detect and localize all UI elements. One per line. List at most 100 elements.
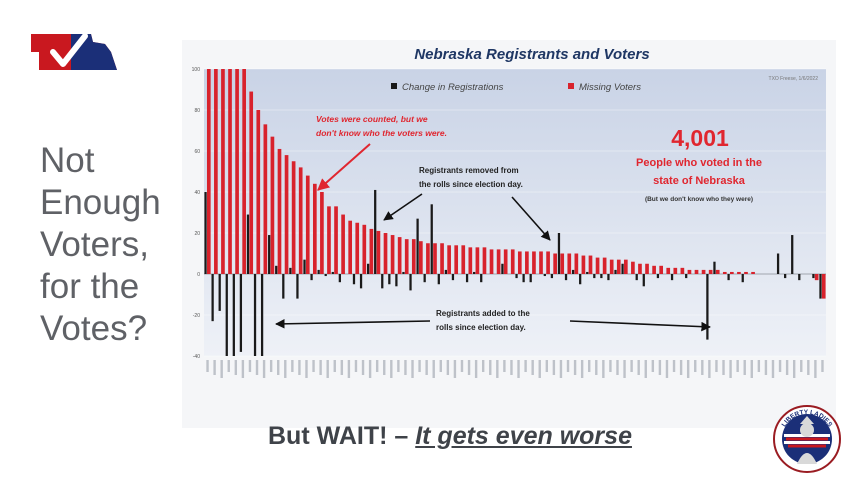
x-category-tick [686,360,690,378]
missing-voters-bar [532,251,536,274]
change-registrations-bar [246,214,250,274]
side-title-line: Enough [40,183,161,222]
x-category-tick [708,360,711,378]
x-category-tick [425,360,428,375]
change-registrations-bar [289,267,292,274]
change-registrations-bar [642,274,645,287]
x-category-tick [531,360,534,375]
x-category-tick [665,360,669,378]
x-category-tick [206,360,209,372]
missing-voters-bar [369,228,374,274]
x-category-tick [291,360,294,372]
x-category-tick [368,360,372,378]
change-registrations-bar [812,274,815,279]
x-category-tick [375,360,379,372]
x-category-tick [616,360,619,375]
x-category-tick [552,360,556,375]
change-registrations-bar [317,269,320,274]
x-category-tick [269,360,273,372]
missing-voters-bar [701,269,706,274]
x-category-tick [672,360,676,372]
change-registrations-bar [204,192,207,274]
legend-label-change: Change in Registrations [402,82,504,93]
change-registrations-bar [614,269,617,274]
missing-voters-bar [730,271,734,274]
x-category-tick [354,360,358,372]
change-registrations-bar [303,259,306,274]
source-tag: TXO Freese, 1/6/2022 [769,76,819,82]
votes-note-arrow [317,143,371,191]
missing-voters-bar [235,69,239,274]
missing-voters-bar [631,261,635,274]
x-category-tick [566,360,570,372]
x-category-tick [319,360,322,375]
x-category-tick [312,360,315,372]
change-registrations-bar [211,274,214,322]
missing-voters-bar [673,267,678,274]
x-category-tick [439,360,442,372]
x-category-tick [305,360,308,378]
x-category-tick [771,360,775,378]
missing-voters-bar [348,220,353,274]
x-category-tick [814,360,817,378]
change-registrations-bar [444,269,448,274]
x-category-tick [510,360,513,375]
missing-voters-bar [447,245,451,274]
x-category-tick [821,360,824,372]
missing-voters-bar [814,274,819,281]
x-category-tick [411,360,414,378]
y-tick-label: -40 [193,354,200,360]
side-title-line: Votes? [40,309,148,348]
change-registrations-bar [791,235,794,274]
change-registrations-bar [501,263,504,274]
change-registrations-bar [430,204,433,274]
x-category-tick [503,360,506,372]
missing-voters-bar [383,233,388,274]
change-registrations-bar [543,274,546,277]
x-category-tick [524,360,527,372]
missing-voters-bar [362,224,367,274]
missing-voters-bar [687,269,692,274]
x-category-tick [637,360,640,375]
missing-voters-bar [623,259,628,274]
missing-voters-bar [645,263,649,274]
change-registrations-bar [473,271,476,274]
missing-voters-bar [327,206,331,274]
y-tick-label: -20 [193,313,200,319]
x-category-tick [595,360,598,375]
x-category-tick [453,360,457,378]
added-note-line2: rolls since election day. [436,323,526,332]
change-registrations-bar [218,274,221,311]
missing-voters-bar [440,243,444,274]
x-category-tick [298,360,301,375]
x-category-tick [609,360,612,372]
missing-voters-bar [341,214,345,274]
missing-voters-bar [355,222,360,274]
removed-note-line1: Registrants removed from [419,166,519,175]
x-category-tick [383,360,386,375]
footer-emphasis: It gets even worse [415,422,632,450]
change-registrations-bar [776,253,780,274]
x-category-tick [630,360,633,372]
missing-voters-bar [468,247,473,274]
missing-voters-bar [454,245,459,274]
x-category-tick [736,360,739,372]
missing-voters-bar [305,175,310,274]
missing-voters-bar [694,269,699,274]
change-registrations-bar [416,218,419,274]
change-registrations-bar [366,263,370,274]
change-registrations-bar [670,274,674,281]
change-registrations-bar [607,274,610,281]
legend-label-missing: Missing Voters [579,82,641,93]
change-registrations-bar [402,271,405,274]
change-registrations-bar [423,274,426,283]
legend-swatch-missing [568,83,574,89]
x-category-tick [474,360,478,378]
change-registrations-bar [359,274,363,289]
x-category-tick [701,360,704,375]
x-category-tick [255,360,259,375]
missing-voters-bar [376,230,381,274]
change-registrations-bar [374,189,377,274]
x-category-tick [517,360,520,378]
x-category-tick [800,360,803,372]
